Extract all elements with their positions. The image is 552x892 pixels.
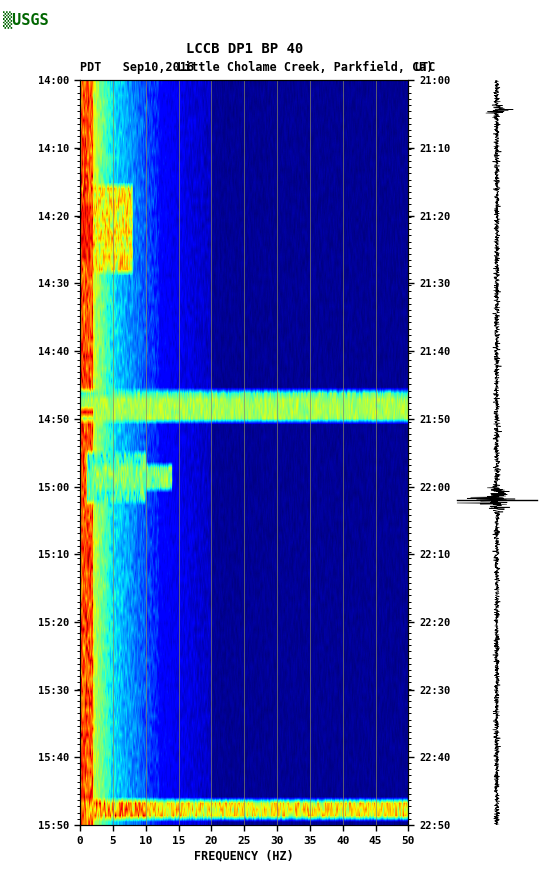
X-axis label: FREQUENCY (HZ): FREQUENCY (HZ)	[194, 850, 294, 863]
Text: PDT   Sep10,2016: PDT Sep10,2016	[80, 62, 194, 74]
Text: ▒USGS: ▒USGS	[3, 12, 49, 29]
Text: Little Cholame Creek, Parkfield, Ca): Little Cholame Creek, Parkfield, Ca)	[177, 62, 433, 74]
Text: LCCB DP1 BP 40: LCCB DP1 BP 40	[185, 42, 303, 56]
Text: UTC: UTC	[414, 62, 436, 74]
